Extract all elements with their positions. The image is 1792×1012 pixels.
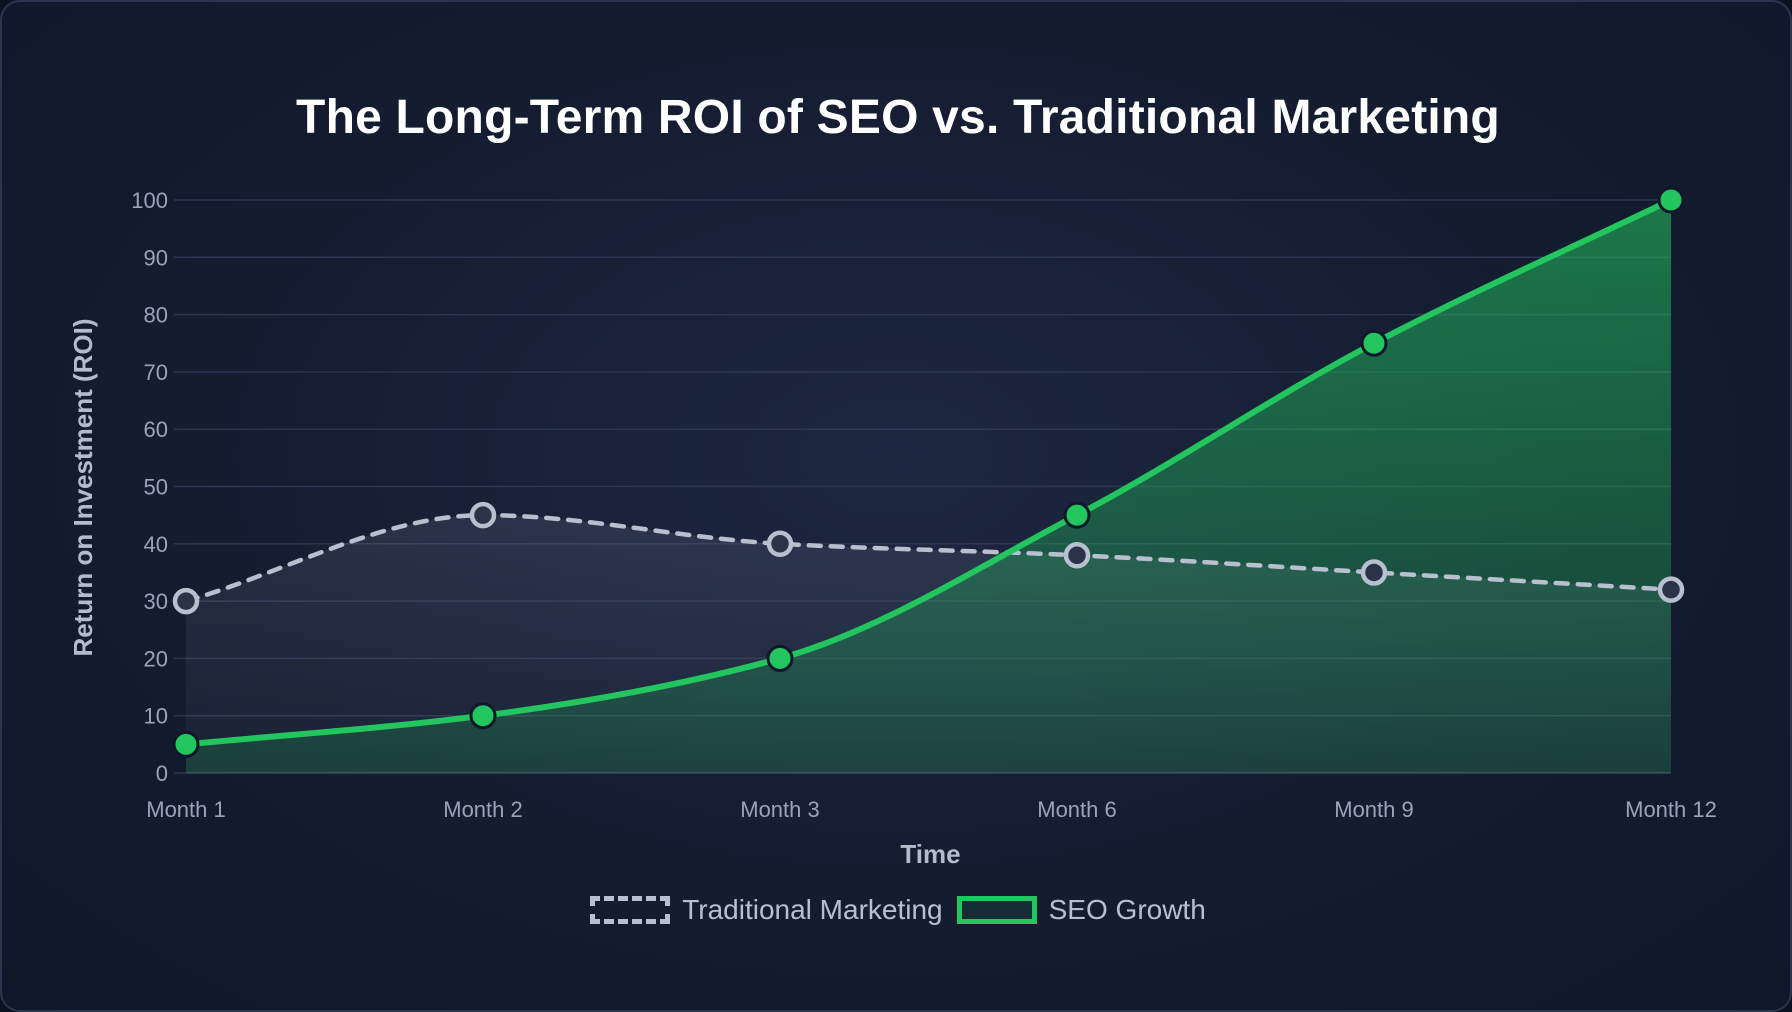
x-tick-label-5: Month 9 — [1334, 797, 1414, 822]
point-seo-growth-6[interactable] — [1657, 186, 1685, 214]
point-seo-growth-2[interactable] — [469, 702, 497, 730]
chart-title: The Long-Term ROI of SEO vs. Traditional… — [296, 91, 1500, 144]
y-tick-label-40: 40 — [144, 532, 168, 557]
legend-swatch-traditional-marketing — [590, 896, 671, 924]
point-seo-growth-1[interactable] — [172, 730, 200, 758]
x-tick-label-3: Month 3 — [740, 797, 820, 822]
point-seo-growth-4[interactable] — [1063, 501, 1091, 529]
y-tick-label-30: 30 — [144, 589, 168, 614]
series-lines — [183, 197, 1674, 748]
legend-swatch-seo-growth — [956, 896, 1037, 924]
legend-item-traditional-marketing[interactable]: Traditional Marketing — [590, 894, 943, 926]
y-tick-label-100: 100 — [131, 188, 168, 213]
y-tick-label-20: 20 — [144, 646, 168, 671]
series-points — [172, 186, 1685, 758]
y-tick-label-50: 50 — [144, 475, 168, 500]
y-tick-label-90: 90 — [144, 245, 168, 270]
y-tick-label-10: 10 — [144, 704, 168, 729]
legend: Traditional Marketing SEO Growth — [2, 894, 1790, 926]
y-tick-label-60: 60 — [144, 417, 168, 442]
x-axis-title: Time — [900, 839, 960, 869]
x-tick-label-1: Month 1 — [146, 797, 226, 822]
x-tick-label-4: Month 6 — [1037, 797, 1117, 822]
point-traditional-marketing-1[interactable] — [172, 587, 200, 615]
line-traditional-marketing — [183, 512, 1674, 604]
y-tick-label-80: 80 — [144, 303, 168, 328]
point-traditional-marketing-6[interactable] — [1657, 576, 1685, 603]
legend-label-traditional-marketing: Traditional Marketing — [682, 894, 943, 925]
legend-item-seo-growth[interactable]: SEO Growth — [956, 894, 1206, 926]
point-traditional-marketing-2[interactable] — [469, 501, 497, 529]
point-seo-growth-5[interactable] — [1360, 329, 1388, 357]
x-tick-label-2: Month 2 — [443, 797, 523, 822]
point-traditional-marketing-5[interactable] — [1360, 559, 1388, 586]
legend-label-seo-growth: SEO Growth — [1048, 894, 1206, 925]
series-areas — [186, 200, 1671, 773]
axis-labels: 0 10 20 30 40 50 60 70 80 90 100 Month 1 Month 2 Mont… — [68, 188, 1717, 869]
point-traditional-marketing-4[interactable] — [1063, 542, 1091, 569]
y-tick-label-70: 70 — [144, 360, 168, 385]
y-tick-label-0: 0 — [156, 761, 168, 786]
line-seo-growth — [183, 197, 1674, 748]
point-seo-growth-3[interactable] — [766, 644, 794, 672]
y-axis-title: Return on Investment (ROI) — [68, 318, 98, 656]
area-seo-growth — [186, 200, 1671, 773]
point-traditional-marketing-3[interactable] — [766, 530, 794, 558]
x-tick-label-6: Month 12 — [1625, 797, 1717, 822]
